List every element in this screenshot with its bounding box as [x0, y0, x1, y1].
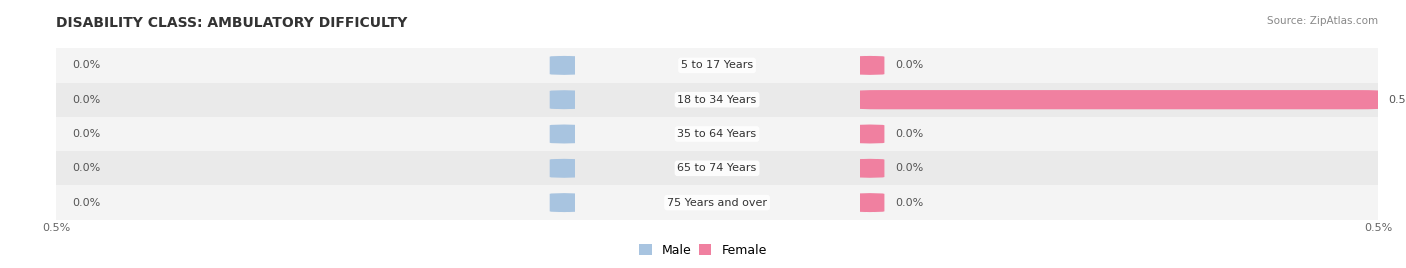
FancyBboxPatch shape — [550, 124, 579, 144]
FancyBboxPatch shape — [550, 159, 579, 178]
Bar — [575, 185, 859, 220]
Bar — [575, 48, 859, 83]
Text: 0.0%: 0.0% — [894, 163, 922, 173]
Legend: Male, Female: Male, Female — [634, 239, 772, 262]
Bar — [56, 151, 575, 185]
FancyBboxPatch shape — [855, 193, 884, 212]
Bar — [859, 48, 1378, 83]
FancyBboxPatch shape — [855, 124, 884, 144]
Text: 0.0%: 0.0% — [894, 129, 922, 139]
Text: 0.0%: 0.0% — [894, 198, 922, 208]
FancyBboxPatch shape — [855, 90, 1384, 109]
Bar — [859, 185, 1378, 220]
Text: 18 to 34 Years: 18 to 34 Years — [678, 95, 756, 105]
Text: DISABILITY CLASS: AMBULATORY DIFFICULTY: DISABILITY CLASS: AMBULATORY DIFFICULTY — [56, 16, 408, 30]
FancyBboxPatch shape — [855, 159, 884, 178]
Text: 0.0%: 0.0% — [72, 198, 100, 208]
Bar — [575, 117, 859, 151]
Text: 65 to 74 Years: 65 to 74 Years — [678, 163, 756, 173]
Text: 35 to 64 Years: 35 to 64 Years — [678, 129, 756, 139]
Text: 75 Years and over: 75 Years and over — [666, 198, 768, 208]
Text: 0.5%: 0.5% — [1388, 95, 1406, 105]
Text: 5 to 17 Years: 5 to 17 Years — [681, 60, 754, 70]
FancyBboxPatch shape — [550, 193, 579, 212]
Text: 0.0%: 0.0% — [72, 163, 100, 173]
FancyBboxPatch shape — [855, 56, 884, 75]
Text: 0.0%: 0.0% — [894, 60, 922, 70]
Text: 0.0%: 0.0% — [72, 60, 100, 70]
Bar — [859, 151, 1378, 185]
Bar — [56, 83, 575, 117]
Bar — [575, 151, 859, 185]
Bar — [56, 48, 575, 83]
Bar — [575, 83, 859, 117]
Text: 0.0%: 0.0% — [72, 95, 100, 105]
Text: 0.0%: 0.0% — [72, 129, 100, 139]
FancyBboxPatch shape — [550, 56, 579, 75]
Bar — [859, 83, 1378, 117]
Text: Source: ZipAtlas.com: Source: ZipAtlas.com — [1267, 16, 1378, 26]
Bar — [859, 117, 1378, 151]
Bar — [56, 117, 575, 151]
Bar — [56, 185, 575, 220]
FancyBboxPatch shape — [550, 90, 579, 109]
